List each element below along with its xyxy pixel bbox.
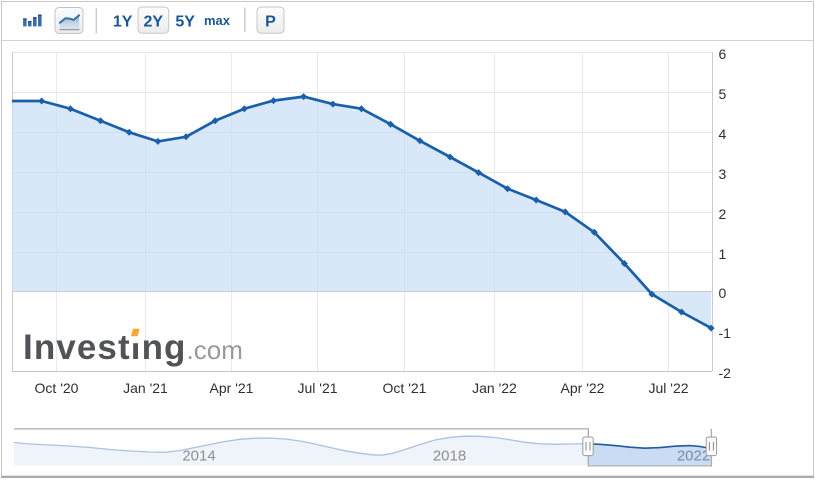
- svg-text:2014: 2014: [182, 448, 215, 465]
- svg-text:Jul '21: Jul '21: [297, 380, 337, 396]
- svg-text:1: 1: [719, 246, 727, 262]
- svg-text:2022: 2022: [677, 448, 710, 465]
- svg-text:Apr '21: Apr '21: [210, 380, 254, 396]
- svg-text:1Y: 1Y: [113, 13, 133, 30]
- svg-text:5Y: 5Y: [175, 13, 195, 30]
- svg-text:Jul '22: Jul '22: [648, 380, 688, 396]
- svg-text:Apr '22: Apr '22: [561, 380, 605, 396]
- svg-text:P: P: [265, 13, 276, 30]
- svg-text:Oct '20: Oct '20: [35, 380, 79, 396]
- svg-text:-1: -1: [719, 325, 732, 341]
- svg-text:3: 3: [719, 166, 727, 182]
- svg-text:Oct '21: Oct '21: [383, 380, 427, 396]
- svg-text:5: 5: [719, 86, 727, 102]
- svg-text:2Y: 2Y: [144, 13, 164, 30]
- svg-text:Investing.com: Investing.com: [23, 328, 243, 367]
- svg-text:2018: 2018: [433, 448, 466, 465]
- svg-text:0: 0: [719, 285, 727, 301]
- svg-text:4: 4: [719, 126, 727, 142]
- svg-text:max: max: [204, 13, 231, 28]
- svg-text:6: 6: [719, 46, 727, 62]
- svg-text:Jan '22: Jan '22: [472, 380, 517, 396]
- svg-text:2: 2: [719, 206, 727, 222]
- svg-text:Jan '21: Jan '21: [123, 380, 168, 396]
- svg-text:-2: -2: [719, 365, 732, 381]
